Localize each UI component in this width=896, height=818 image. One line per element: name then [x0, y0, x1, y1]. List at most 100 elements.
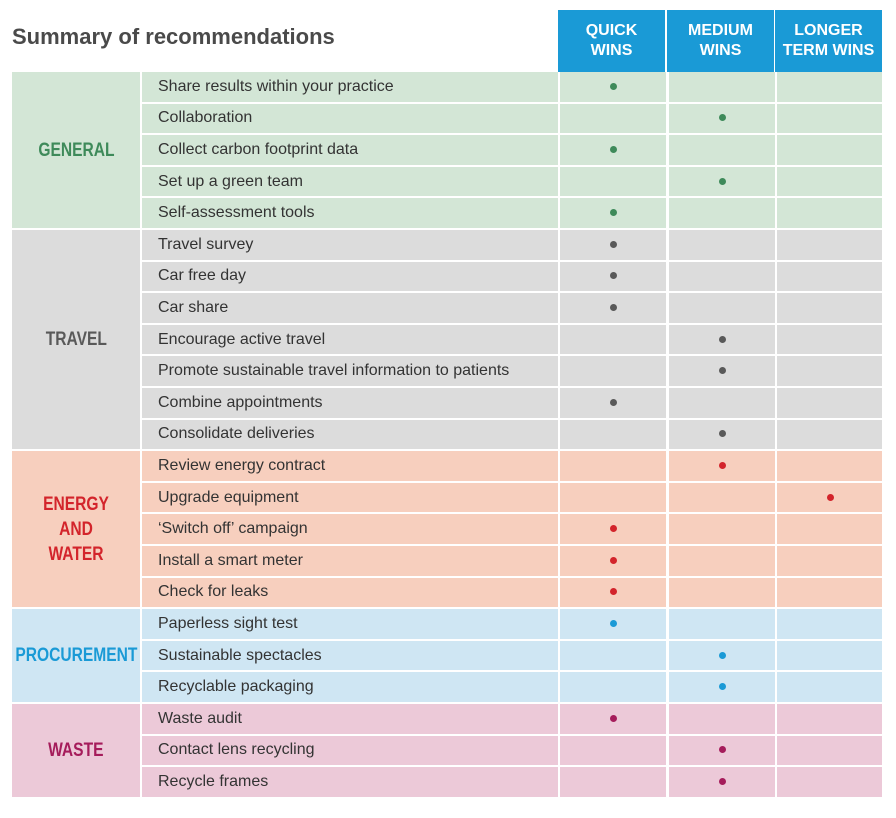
column-header: QUICK WINS	[558, 10, 665, 72]
cell	[775, 640, 882, 673]
row-label: Review energy contract	[140, 451, 558, 483]
group-name: GENERAL	[37, 139, 115, 161]
row-label: Share results within your practice	[140, 72, 558, 104]
group-name: WASTE	[48, 739, 104, 761]
row-label: Waste audit	[140, 704, 558, 736]
dot	[609, 556, 617, 564]
dot	[718, 177, 726, 185]
row-label: Paperless sight test	[140, 609, 558, 641]
cell	[775, 704, 882, 736]
dot	[609, 714, 617, 722]
row-label: Collect carbon footprint data	[140, 135, 558, 167]
dot	[609, 588, 617, 596]
cell	[558, 514, 666, 546]
cell	[775, 324, 882, 357]
cell	[667, 514, 775, 546]
group-label: GENERAL	[12, 72, 140, 230]
cell	[667, 577, 775, 610]
dot	[609, 272, 617, 280]
cell	[558, 324, 666, 357]
cell	[558, 230, 666, 262]
dot	[609, 398, 617, 406]
cell	[775, 419, 882, 452]
cell	[667, 166, 775, 199]
cell	[667, 482, 775, 515]
dot	[718, 746, 726, 754]
cell	[667, 735, 775, 768]
cell	[775, 135, 882, 167]
cell	[667, 356, 775, 388]
row-label: Travel survey	[140, 230, 558, 262]
dot	[718, 777, 726, 785]
cell	[775, 735, 882, 768]
row-label: Encourage active travel	[140, 324, 558, 357]
cell	[558, 767, 666, 799]
cell	[558, 419, 666, 452]
group-label: PROCUREMENT	[12, 609, 140, 704]
cell	[667, 609, 775, 641]
row-label: Recycle frames	[140, 767, 558, 799]
cell	[775, 482, 882, 515]
row-label: ‘Switch off’ campaign	[140, 514, 558, 546]
dot	[718, 461, 726, 469]
cell	[667, 451, 775, 483]
cell	[667, 704, 775, 736]
cell	[775, 198, 882, 230]
cell	[558, 609, 666, 641]
cell	[775, 166, 882, 199]
dot	[718, 335, 726, 343]
cell	[775, 546, 882, 578]
cell	[775, 388, 882, 420]
cell	[667, 324, 775, 357]
group-name: PROCUREMENT	[14, 645, 138, 667]
cell	[775, 261, 882, 294]
cell	[775, 577, 882, 610]
dot	[718, 651, 726, 659]
cell	[558, 198, 666, 230]
dot	[609, 619, 617, 627]
cell	[775, 767, 882, 799]
dot	[609, 525, 617, 533]
cell	[558, 388, 666, 420]
cell	[775, 72, 882, 104]
cell	[667, 103, 775, 136]
row-label: Set up a green team	[140, 166, 558, 199]
column-header: LONGER TERM WINS	[775, 10, 882, 72]
cell	[558, 577, 666, 610]
dot	[718, 430, 726, 438]
row-label: Self-assessment tools	[140, 198, 558, 230]
dot	[609, 303, 617, 311]
row-label: Sustainable spectacles	[140, 640, 558, 673]
cell	[558, 482, 666, 515]
cell	[667, 640, 775, 673]
title: Summary of recommendations	[12, 24, 335, 49]
cell	[667, 293, 775, 325]
cell	[667, 388, 775, 420]
cell	[667, 72, 775, 104]
cell	[667, 546, 775, 578]
cell	[558, 293, 666, 325]
cell	[558, 640, 666, 673]
row-label: Upgrade equipment	[140, 482, 558, 515]
cell	[558, 672, 666, 704]
dot	[609, 209, 617, 217]
group-name: ENERGY AND WATER	[43, 493, 109, 565]
cell	[558, 546, 666, 578]
row-label: Collaboration	[140, 103, 558, 136]
cell	[558, 356, 666, 388]
cell	[775, 293, 882, 325]
dot	[826, 493, 834, 501]
row-label: Car free day	[140, 261, 558, 294]
cell	[558, 735, 666, 768]
column-header: MEDIUM WINS	[667, 10, 774, 72]
row-label: Combine appointments	[140, 388, 558, 420]
cell	[775, 230, 882, 262]
cell	[667, 198, 775, 230]
dot	[609, 145, 617, 153]
cell	[667, 672, 775, 704]
cell	[667, 419, 775, 452]
cell	[775, 356, 882, 388]
group-label: TRAVEL	[12, 230, 140, 452]
dot	[609, 82, 617, 90]
